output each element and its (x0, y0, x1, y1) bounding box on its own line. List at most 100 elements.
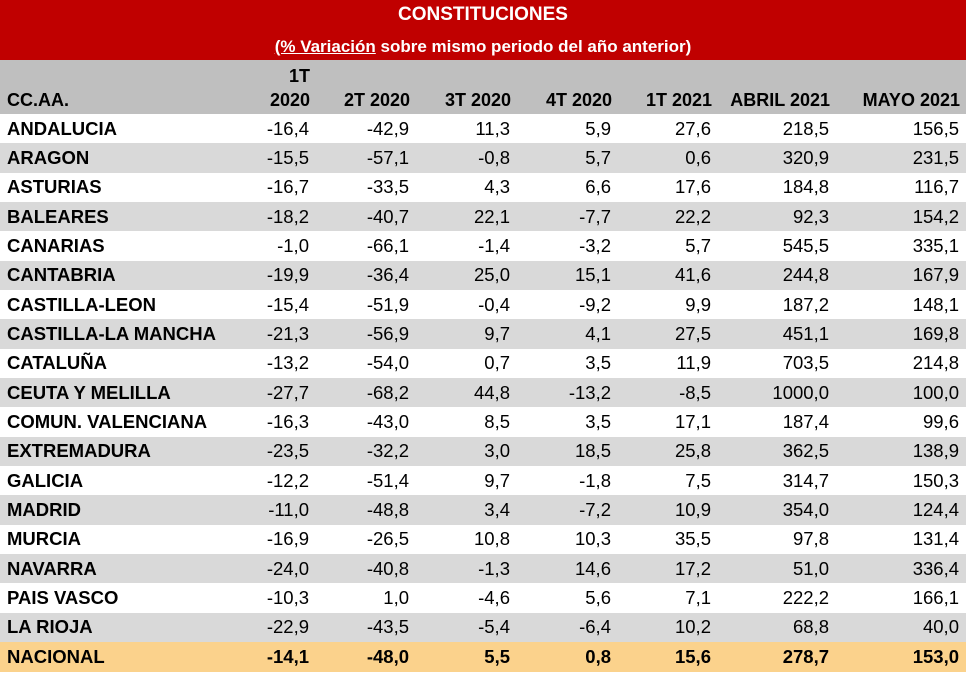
value-cell: 22,2 (618, 201, 718, 232)
value-cell: 320,9 (718, 143, 836, 173)
value-cell: -12,2 (254, 465, 316, 496)
value-cell: 9,7 (416, 319, 517, 349)
value-cell: 3,5 (517, 407, 618, 437)
value-cell: -22,9 (254, 612, 316, 642)
value-cell: -51,4 (316, 465, 416, 496)
table-row: NAVARRA -24,0 -40,8 -1,3 14,6 17,2 51,0 336,4 (0, 553, 966, 584)
table-row: CANTABRIA -19,9 -36,4 25,0 15,1 41,6 244,8 167,… (0, 260, 966, 290)
value-cell: -19,9 (254, 260, 316, 290)
header-period: 2T 2020 (316, 60, 416, 114)
value-cell: -24,0 (254, 553, 316, 584)
region-name-cell: CANTABRIA (0, 260, 254, 290)
value-cell: 336,4 (836, 553, 966, 584)
region-name-cell: CASTILLA-LEON (0, 289, 254, 320)
table-row: ARAGON -15,5 -57,1 -0,8 5,7 0,6 320,9 231,5 (0, 143, 966, 173)
value-cell: -8,5 (618, 377, 718, 408)
value-cell: 68,8 (718, 612, 836, 642)
value-cell: 148,1 (836, 289, 966, 320)
table-row: LA RIOJA -22,9 -43,5 -5,4 -6,4 10,2 68,8 40,0 (0, 612, 966, 642)
value-cell: -7,7 (517, 201, 618, 232)
value-cell: 10,8 (416, 524, 517, 554)
value-cell: 18,5 (517, 436, 618, 466)
region-name-cell: GALICIA (0, 465, 254, 496)
value-cell: 41,6 (618, 260, 718, 290)
header-period: 1T 2020 (254, 60, 316, 114)
value-cell: 10,2 (618, 612, 718, 642)
region-name-cell: NACIONAL (0, 641, 254, 672)
table-body: ANDALUCIA -16,4 -42,9 11,3 5,9 27,6 218,5 156,5… (0, 114, 966, 672)
value-cell: 15,6 (618, 641, 718, 672)
table-row: CEUTA Y MELILLA -27,7 -68,2 44,8 -13,2 -8,5 10… (0, 377, 966, 408)
value-cell: 222,2 (718, 583, 836, 613)
header-region: CC.AA. (0, 60, 254, 114)
value-cell: -66,1 (316, 231, 416, 261)
value-cell: 5,5 (416, 641, 517, 672)
value-cell: 3,5 (517, 348, 618, 378)
value-cell: -56,9 (316, 319, 416, 349)
value-cell: 15,1 (517, 260, 618, 290)
value-cell: -27,7 (254, 377, 316, 408)
value-cell: 3,4 (416, 495, 517, 525)
table-row: COMUN. VALENCIANA -16,3 -43,0 8,5 3,5 17,1 187… (0, 407, 966, 437)
region-name-cell: EXTREMADURA (0, 436, 254, 466)
value-cell: 11,3 (416, 114, 517, 144)
subtitle-underlined: (% Variación (274, 37, 376, 56)
value-cell: -13,2 (517, 377, 618, 408)
value-cell: 0,8 (517, 641, 618, 672)
value-cell: 5,7 (517, 143, 618, 173)
value-cell: 156,5 (836, 114, 966, 144)
value-cell: 1,0 (316, 583, 416, 613)
value-cell: 703,5 (718, 348, 836, 378)
value-cell: 9,7 (416, 465, 517, 496)
value-cell: 10,9 (618, 495, 718, 525)
value-cell: 17,1 (618, 407, 718, 437)
region-name-cell: LA RIOJA (0, 612, 254, 642)
value-cell: -3,2 (517, 231, 618, 261)
value-cell: -0,4 (416, 289, 517, 320)
value-cell: 4,1 (517, 319, 618, 349)
value-cell: 231,5 (836, 143, 966, 173)
value-cell: 9,9 (618, 289, 718, 320)
value-cell: 51,0 (718, 553, 836, 584)
table-row: GALICIA -12,2 -51,4 9,7 -1,8 7,5 314,7 150,3 (0, 465, 966, 496)
value-cell: -16,9 (254, 524, 316, 554)
value-cell: -32,2 (316, 436, 416, 466)
value-cell: -1,0 (254, 231, 316, 261)
value-cell: 354,0 (718, 495, 836, 525)
table-row: EXTREMADURA -23,5 -32,2 3,0 18,5 25,8 362,5 138… (0, 436, 966, 466)
value-cell: 154,2 (836, 201, 966, 232)
header-period: 1T 2021 (618, 60, 718, 114)
value-cell: 150,3 (836, 465, 966, 496)
value-cell: -68,2 (316, 377, 416, 408)
value-cell: -6,4 (517, 612, 618, 642)
value-cell: -42,9 (316, 114, 416, 144)
value-cell: 244,8 (718, 260, 836, 290)
value-cell: -0,8 (416, 143, 517, 173)
value-cell: 8,5 (416, 407, 517, 437)
value-cell: -7,2 (517, 495, 618, 525)
value-cell: 97,8 (718, 524, 836, 554)
region-name-cell: PAIS VASCO (0, 583, 254, 613)
table-row: CASTILLA-LEON -15,4 -51,9 -0,4 -9,2 9,9 187,2 1… (0, 289, 966, 320)
value-cell: 131,4 (836, 524, 966, 554)
value-cell: 100,0 (836, 377, 966, 408)
value-cell: 166,1 (836, 583, 966, 613)
total-row: NACIONAL -14,1 -48,0 5,5 0,8 15,6 278,7 153,0 (0, 641, 966, 672)
value-cell: -48,0 (316, 641, 416, 672)
value-cell: -9,2 (517, 289, 618, 320)
table-row: PAIS VASCO -10,3 1,0 -4,6 5,6 7,1 222,2 166,1 (0, 583, 966, 613)
value-cell: -48,8 (316, 495, 416, 525)
table-row: ASTURIAS -16,7 -33,5 4,3 6,6 17,6 184,8 116,7 (0, 172, 966, 202)
value-cell: 124,4 (836, 495, 966, 525)
region-name-cell: CATALUÑA (0, 348, 254, 378)
value-cell: 92,3 (718, 201, 836, 232)
value-cell: -51,9 (316, 289, 416, 320)
value-cell: 187,2 (718, 289, 836, 320)
title-bar: CONSTITUCIONES (% Variación sobre mismo … (0, 0, 966, 60)
value-cell: 362,5 (718, 436, 836, 466)
value-cell: -5,4 (416, 612, 517, 642)
header-period: MAYO 2021 (836, 60, 966, 114)
table-title: CONSTITUCIONES (398, 4, 568, 25)
value-cell: -18,2 (254, 201, 316, 232)
value-cell: -10,3 (254, 583, 316, 613)
